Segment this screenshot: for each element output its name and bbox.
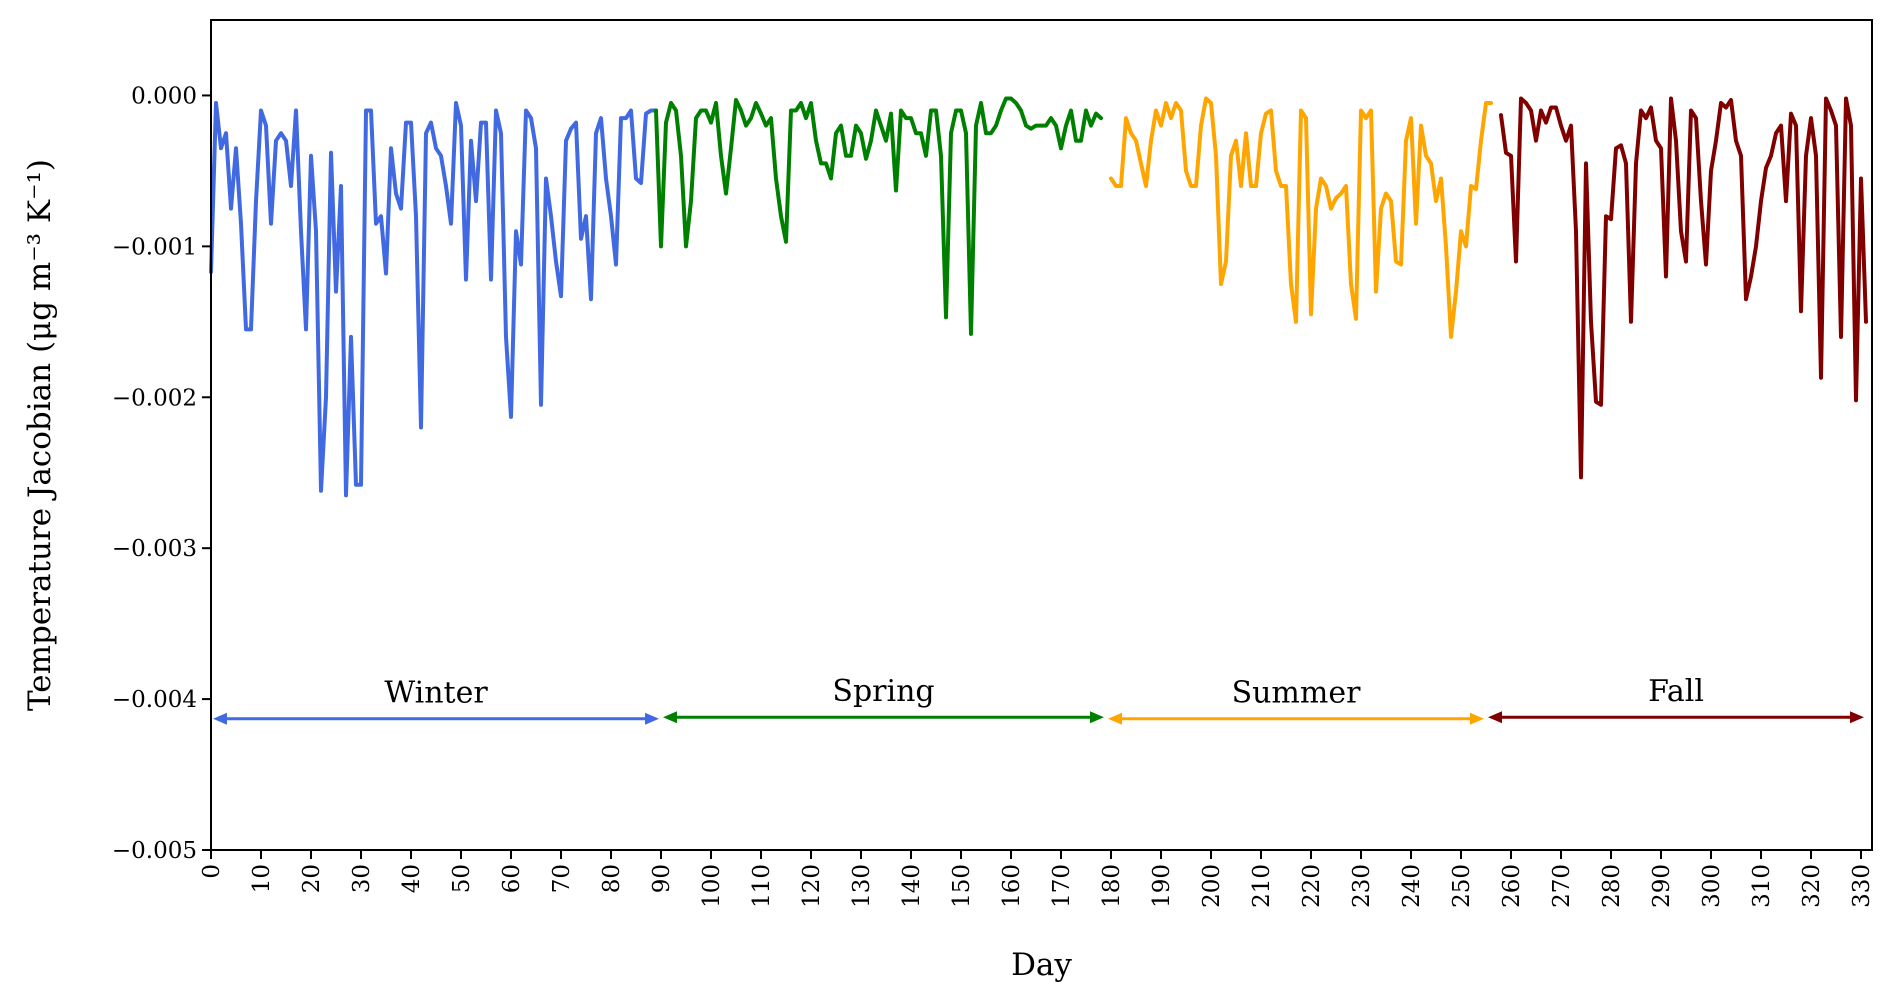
y-tick-label: −0.005 — [112, 838, 197, 864]
arrow-left-icon — [213, 712, 227, 725]
x-tick-label: 250 — [1449, 864, 1475, 908]
x-tick-label: 50 — [449, 864, 475, 893]
season-annotation-summer: Summer — [1108, 676, 1484, 725]
season-annotation-fall: Fall — [1488, 674, 1864, 724]
x-tick-label: 10 — [249, 864, 275, 893]
plot-frame — [210, 19, 1873, 851]
x-tick-label: 290 — [1649, 864, 1675, 908]
series-line-fall — [1499, 96, 1868, 480]
x-tick-label: 160 — [999, 864, 1025, 908]
x-tick-label: 30 — [349, 864, 375, 893]
x-tick-label: 210 — [1249, 864, 1275, 908]
x-tick-label: 90 — [649, 864, 675, 893]
y-axis: 0.000 −0.001 −0.002 −0.003 −0.004 −0.005 — [112, 83, 211, 864]
x-tick-label: 260 — [1499, 864, 1525, 908]
arrow-right-icon — [1850, 711, 1864, 724]
x-tick-label: 280 — [1599, 864, 1625, 908]
x-tick-label: 60 — [499, 864, 525, 893]
x-tick-label: 0 — [199, 864, 225, 879]
arrow-right-icon — [1470, 712, 1484, 725]
season-label: Summer — [1232, 676, 1362, 711]
series-layer — [209, 96, 1868, 498]
season-annotation-winter: Winter — [213, 676, 659, 725]
series-line-winter — [209, 101, 658, 498]
season-label: Spring — [832, 674, 934, 709]
y-tick-label: 0.000 — [131, 83, 197, 109]
arrow-left-icon — [663, 711, 677, 724]
x-axis-label: Day — [1011, 947, 1072, 983]
x-tick-label: 190 — [1149, 864, 1175, 908]
season-annotation-spring: Spring — [663, 674, 1104, 724]
x-tick-label: 120 — [799, 864, 825, 908]
x-tick-label: 150 — [949, 864, 975, 908]
x-tick-label: 140 — [899, 864, 925, 908]
x-tick-label: 40 — [399, 864, 425, 893]
x-tick-label: 300 — [1699, 864, 1725, 908]
y-axis-label: Temperature Jacobian (μg m⁻³ K⁻¹) — [22, 159, 58, 711]
series-line-summer — [1109, 96, 1493, 339]
x-tick-label: 240 — [1399, 864, 1425, 908]
x-tick-label: 310 — [1749, 864, 1775, 908]
series-line-spring — [654, 96, 1103, 336]
x-tick-label: 270 — [1549, 864, 1575, 908]
arrow-right-icon — [645, 712, 659, 725]
season-label: Fall — [1648, 674, 1704, 709]
y-tick-label: −0.003 — [112, 536, 197, 562]
x-tick-label: 130 — [849, 864, 875, 908]
x-tick-label: 80 — [599, 864, 625, 893]
x-tick-label: 180 — [1099, 864, 1125, 908]
x-tick-label: 320 — [1799, 864, 1825, 908]
x-tick-label: 110 — [749, 864, 775, 908]
season-label: Winter — [384, 676, 488, 711]
y-tick-label: −0.004 — [112, 687, 197, 713]
annotation-layer: Winter Spring Summer Fall — [213, 674, 1864, 725]
x-tick-label: 100 — [699, 864, 725, 908]
x-axis: 0 10 20 30 40 50 60 70 80 90 100 110 120 130 140 150 160… — [199, 850, 1875, 908]
x-tick-label: 20 — [299, 864, 325, 893]
y-tick-label: −0.002 — [112, 385, 197, 411]
x-tick-label: 220 — [1299, 864, 1325, 908]
y-tick-label: −0.001 — [112, 234, 197, 260]
x-tick-label: 170 — [1049, 864, 1075, 908]
x-tick-label: 70 — [549, 864, 575, 893]
x-tick-label: 200 — [1199, 864, 1225, 908]
x-tick-label: 230 — [1349, 864, 1375, 908]
arrow-left-icon — [1488, 711, 1502, 724]
arrow-left-icon — [1108, 712, 1122, 725]
x-tick-label: 330 — [1849, 864, 1875, 908]
arrow-right-icon — [1090, 711, 1104, 724]
